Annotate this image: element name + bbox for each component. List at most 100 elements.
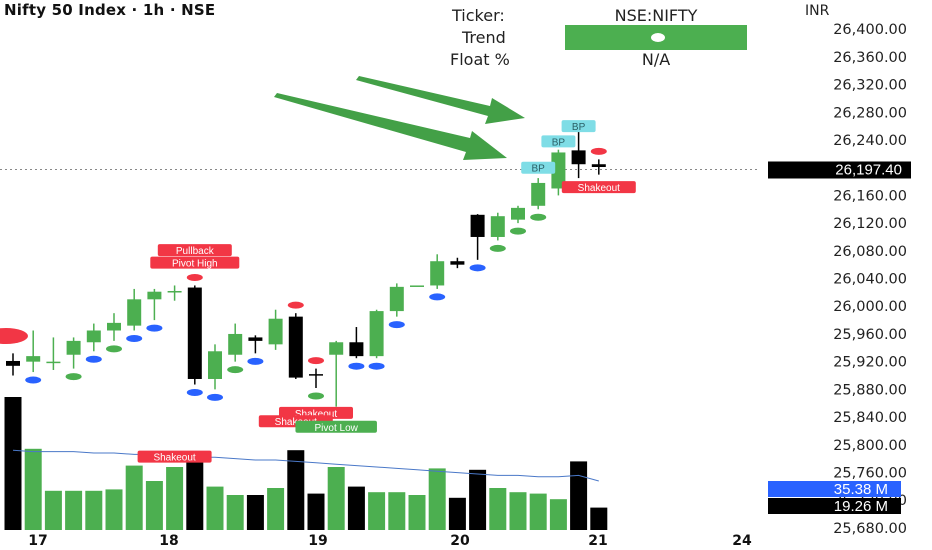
- candle-body: [268, 318, 283, 345]
- volume-bar: [347, 486, 365, 530]
- candle-body: [248, 337, 263, 341]
- candle-body: [349, 342, 364, 357]
- candle-body: [167, 291, 182, 293]
- trend-dot-icon: [651, 33, 665, 42]
- axis-badges: 26,197.40 35.38 M 19.26 M: [768, 161, 911, 515]
- candle-body: [389, 286, 404, 312]
- volume-bar: [287, 450, 305, 530]
- candle-body: [6, 360, 20, 366]
- signal-marker: [590, 147, 607, 155]
- y-tick-label: 26,040.00: [833, 272, 907, 288]
- y-tick-label: 26,400.00: [833, 22, 907, 38]
- y-tick-label: 25,800.00: [833, 438, 907, 454]
- signal-marker: [186, 389, 203, 397]
- volume-bar: [489, 488, 507, 530]
- candle-body: [470, 214, 485, 237]
- signal-label: Shakeout: [153, 453, 195, 464]
- volume-ma-line: [12, 449, 599, 482]
- signal-label: BP: [552, 137, 566, 148]
- y-tick-label: 26,120.00: [833, 216, 907, 232]
- x-tick-label: 21: [588, 533, 607, 549]
- volume-bar: [125, 465, 143, 530]
- signal-marker: [388, 321, 405, 329]
- signal-label: Pullback: [176, 246, 215, 257]
- signal-label: Pivot High: [172, 259, 218, 270]
- trend-label: Trend: [462, 28, 506, 47]
- volume-bar: [327, 467, 345, 530]
- candle-body: [228, 333, 243, 355]
- candle-body: [46, 361, 61, 364]
- y-tick-label: 25,920.00: [833, 355, 907, 371]
- signal-marker: [85, 355, 102, 363]
- signal-marker: [207, 393, 223, 401]
- candle-body: [66, 340, 81, 355]
- signal-marker: [368, 362, 385, 370]
- volume-bar: [65, 490, 83, 530]
- signal-label-bg: [295, 420, 377, 433]
- signal-marker: [429, 293, 446, 301]
- volume-bar: [24, 448, 42, 530]
- last-price-label: 26,197.40: [835, 161, 902, 178]
- volume-bar: [44, 490, 62, 530]
- candle-body: [86, 330, 101, 343]
- candle-body: [450, 261, 465, 265]
- volume-bar: [226, 495, 244, 530]
- signal-label-bg: [521, 161, 556, 174]
- volume-bar: [428, 468, 446, 530]
- signal-markers: [0, 147, 607, 419]
- signal-marker: [530, 213, 547, 221]
- signal-marker: [25, 376, 42, 384]
- volume-bar: [590, 507, 608, 530]
- signal-marker: [489, 244, 506, 252]
- candle-body: [107, 322, 121, 331]
- y-tick-label: 26,080.00: [833, 244, 907, 260]
- signal-marker: [126, 334, 143, 342]
- float-value: N/A: [641, 50, 671, 69]
- arrow-icon: [356, 76, 525, 124]
- x-tick-label: 24: [732, 533, 752, 549]
- trend-indicator: [565, 25, 747, 50]
- signal-label: Shakeout: [295, 409, 337, 420]
- candle-body: [187, 287, 202, 379]
- signal-labels: Pullback Pivot High Shakeout Shakeout Shakeo…: [137, 120, 636, 464]
- candle-body: [430, 261, 445, 286]
- currency-label: INR: [805, 3, 830, 19]
- y-tick-label: 26,000.00: [833, 299, 907, 315]
- candle-body: [551, 152, 566, 189]
- candle-body: [571, 150, 586, 165]
- signal-marker: [469, 264, 486, 272]
- candle-body: [410, 285, 424, 287]
- volume-bar: [186, 461, 204, 530]
- candle-body: [591, 164, 606, 168]
- candle-body: [329, 342, 344, 355]
- candle-body: [309, 374, 323, 376]
- volume-bar: [469, 469, 487, 530]
- volume-bar: [509, 492, 527, 530]
- volume-bar: [85, 490, 103, 530]
- volume-ma-label: 19.26 M: [834, 498, 888, 515]
- y-tick-label: 26,280.00: [833, 105, 907, 121]
- time-axis[interactable]: 17 18 19 20 21 24: [28, 533, 752, 549]
- volume-bar: [549, 499, 567, 530]
- volume-bar: [105, 489, 123, 530]
- y-tick-label: 25,840.00: [833, 410, 907, 426]
- volume-bar: [408, 495, 426, 530]
- signal-marker: [287, 301, 304, 309]
- x-tick-label: 19: [308, 533, 327, 549]
- volume-bars: [4, 397, 608, 530]
- x-tick-label: 20: [450, 533, 470, 549]
- volume-bar: [4, 397, 22, 530]
- last-price-badge: [768, 161, 911, 179]
- signal-label-bg: [561, 120, 596, 133]
- signal-marker: [227, 366, 244, 374]
- price-axis[interactable]: 26,400.00 26,360.00 26,320.00 26,280.00 26,2…: [760, 0, 932, 550]
- volume-label: 35.38 M: [834, 481, 888, 498]
- y-tick-label: 25,680.00: [833, 521, 907, 537]
- signal-marker: [348, 362, 365, 370]
- volume-bar: [368, 492, 386, 530]
- signal-marker: [65, 373, 82, 381]
- y-tick-label: 26,160.00: [833, 188, 907, 204]
- candle-body: [147, 291, 162, 300]
- signal-label: BP: [532, 164, 546, 175]
